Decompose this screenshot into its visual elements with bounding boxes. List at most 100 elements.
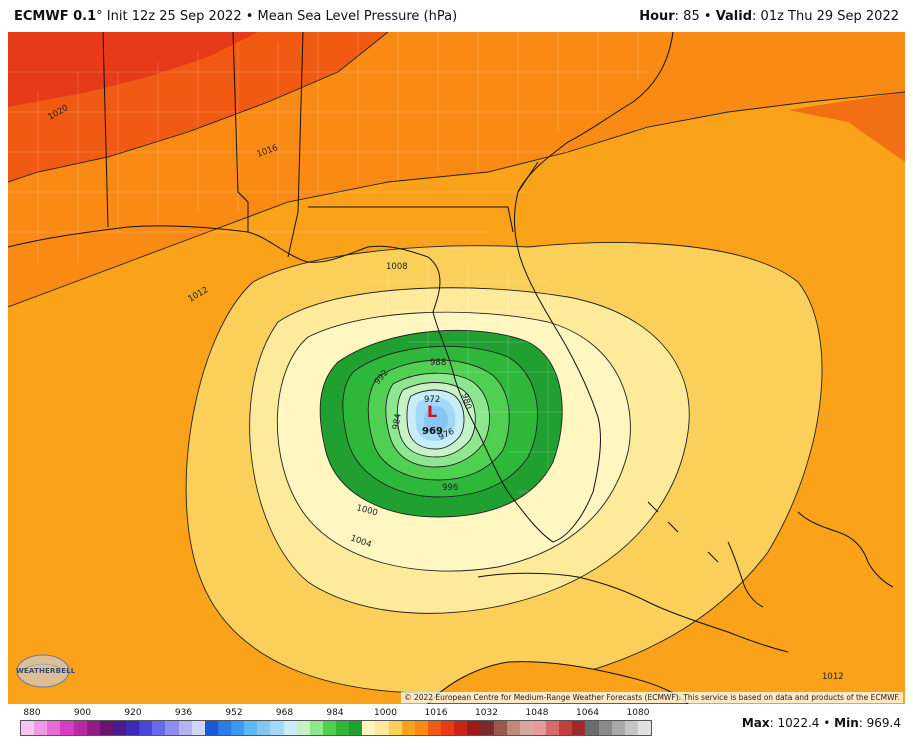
colorbar-swatch	[414, 721, 428, 735]
colorbar-swatch	[21, 721, 35, 735]
label-1012-south: 1012	[822, 672, 844, 682]
colorbar-tick-label: 968	[275, 708, 294, 718]
colorbar-tick-label: 1048	[525, 708, 549, 718]
label-988: 988	[430, 358, 446, 368]
colorbar-swatch	[493, 721, 507, 735]
colorbar-swatch	[126, 721, 140, 735]
colorbar-tick-label: 880	[23, 708, 41, 718]
stats-separator: •	[819, 716, 835, 730]
county-lines	[8, 32, 648, 493]
colorbar-swatch	[401, 721, 415, 735]
colorbar-swatch	[152, 721, 166, 735]
hour-label: Hour	[639, 9, 675, 24]
colorbar-swatch	[231, 721, 245, 735]
isobar-lines	[8, 32, 905, 694]
colorbar-swatch	[322, 721, 336, 735]
colorbar-swatch	[217, 721, 231, 735]
colorbar-swatch	[165, 721, 179, 735]
colorbar-swatch	[178, 721, 192, 735]
colorbar-swatch	[532, 721, 546, 735]
colorbar-swatch	[388, 721, 402, 735]
max-label: Max	[741, 716, 770, 730]
weatherbell-logo: WEATHERBELL	[14, 652, 76, 690]
band-1024	[8, 32, 258, 107]
colorbar-swatch	[47, 721, 61, 735]
band-1020-east	[788, 92, 905, 162]
pressure-map[interactable]: 1020 1016 1012 1008 1004 1000 996 992 98…	[8, 32, 905, 704]
init-time: Init 12z 25 Sep 2022	[106, 9, 242, 24]
colorbar-swatch	[637, 721, 651, 735]
colorbar-tick-label: 1080	[626, 708, 650, 718]
colorbar-ticks: 880 900 920 936 952 968 984 1000 1016 1032 1048 106…	[20, 708, 650, 720]
low-pressure-value: 969	[422, 426, 443, 437]
low-pressure-symbol: L	[427, 402, 437, 421]
colorbar-swatch	[559, 721, 573, 735]
band-968	[424, 406, 448, 434]
min-label: Min	[834, 716, 859, 730]
colorbar-tick-label: 900	[73, 708, 92, 718]
colorbar-swatch	[362, 721, 376, 735]
title-separator-right: •	[703, 9, 712, 24]
colorbar-swatch	[546, 721, 560, 735]
colorbar-swatch	[467, 721, 481, 735]
label-984: 984	[391, 413, 404, 431]
colorbar-swatch	[191, 721, 205, 735]
colorbar-tick-label: 936	[174, 708, 193, 718]
pressure-colorbar	[20, 720, 652, 736]
model-name: ECMWF 0.1	[14, 9, 97, 24]
copyright-notice: © 2022 European Centre for Medium-Range …	[401, 692, 903, 703]
valid-value: : 01z Thu 29 Sep 2022	[752, 9, 899, 24]
label-972: 972	[424, 395, 440, 405]
colorbar-swatch	[283, 721, 297, 735]
max-value: : 1022.4	[769, 716, 820, 730]
colorbar-swatch	[296, 721, 310, 735]
field-name: Mean Sea Level Pressure (hPa)	[257, 9, 458, 24]
colorbar-tick-label: 1064	[576, 708, 599, 718]
colorbar-swatch	[572, 721, 586, 735]
colorbar-swatch	[506, 721, 520, 735]
colorbar-swatch	[454, 721, 468, 735]
colorbar-swatch	[34, 721, 48, 735]
colorbar-tick-label: 1032	[475, 708, 498, 718]
label-1008: 1008	[386, 262, 408, 272]
colorbar-swatch	[86, 721, 100, 735]
colorbar-swatch	[139, 721, 153, 735]
colorbar-swatch	[204, 721, 218, 735]
valid-label: Valid	[715, 9, 753, 24]
label-996: 996	[442, 483, 458, 493]
colorbar-tick-label: 1000	[374, 708, 397, 718]
logo-globe-icon	[16, 654, 70, 688]
hour-value: : 85	[674, 9, 700, 24]
degree-mark: °	[96, 9, 103, 24]
colorbar-swatch	[480, 721, 494, 735]
colorbar-tick-label: 920	[124, 708, 142, 718]
colorbar-swatch	[375, 721, 389, 735]
colorbar-swatch	[60, 721, 74, 735]
colorbar-tick-label: 1016	[424, 708, 448, 718]
colorbar-swatch	[309, 721, 323, 735]
label-980: 980	[459, 392, 473, 410]
colorbar-swatch	[349, 721, 363, 735]
logo-text: WEATHERBELL	[16, 667, 76, 675]
colorbar-swatch	[336, 721, 350, 735]
header-bar: ECMWF 0.1° Init 12z 25 Sep 2022 • Mean S…	[0, 0, 913, 32]
colorbar-swatch	[244, 721, 258, 735]
colorbar-swatch	[112, 721, 126, 735]
coastline	[8, 32, 674, 543]
colorbar-swatch	[624, 721, 638, 735]
min-value: : 969.4	[858, 716, 901, 730]
colorbar-swatch	[73, 721, 87, 735]
colorbar-swatch	[270, 721, 284, 735]
colorbar-swatch	[441, 721, 455, 735]
title-left: ECMWF 0.1° Init 12z 25 Sep 2022 • Mean S…	[14, 9, 457, 24]
map-canvas: 1020 1016 1012 1008 1004 1000 996 992 98…	[8, 32, 905, 704]
colorbar-swatch	[257, 721, 271, 735]
colorbar-swatch	[611, 721, 625, 735]
islands	[477, 501, 894, 653]
max-min-stats: Max: 1022.4 • Min: 969.4	[742, 716, 901, 730]
colorbar-swatch	[519, 721, 533, 735]
colorbar-swatch	[427, 721, 441, 735]
colorbar-swatch	[99, 721, 113, 735]
title-separator: •	[245, 9, 254, 24]
colorbar-swatch	[585, 721, 599, 735]
